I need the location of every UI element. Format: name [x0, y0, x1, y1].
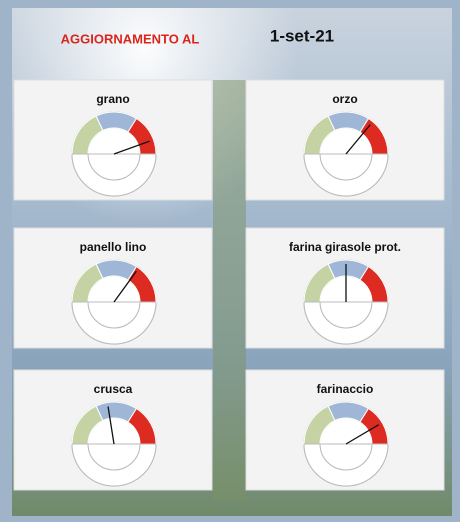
header-title: AGGIORNAMENTO AL — [61, 31, 200, 46]
gauge-label: orzo — [332, 92, 357, 106]
needle — [113, 270, 137, 303]
gauge-label: farina girasole prot. — [289, 240, 401, 254]
gauge-lower — [303, 443, 389, 487]
gauge-label: crusca — [94, 382, 133, 396]
gauge-panel: orzo — [245, 79, 445, 201]
gauge-panel: crusca — [13, 369, 213, 491]
gauge-lower — [71, 443, 157, 487]
gauge-label: panello lino — [80, 240, 147, 254]
needle — [345, 424, 380, 445]
gauge-panel: panello lino — [13, 227, 213, 349]
gauges: grano orzo panello lino farina girasole pro… — [13, 79, 445, 491]
gauge-panel: grano — [13, 79, 213, 201]
needle — [107, 406, 115, 445]
wheat — [213, 80, 246, 500]
gauge-label: grano — [96, 92, 129, 106]
needle — [345, 124, 371, 155]
needle — [113, 140, 150, 155]
gauge-lower — [71, 301, 157, 345]
gauge-lower — [303, 153, 389, 197]
gauge-lower — [71, 153, 157, 197]
gauge-panel: farina girasole prot. — [245, 227, 445, 349]
gauge-label: farinaccio — [317, 382, 374, 396]
header-date: 1-set-21 — [270, 26, 334, 45]
gauge-lower — [303, 301, 389, 345]
gauge-panel: farinaccio — [245, 369, 445, 491]
